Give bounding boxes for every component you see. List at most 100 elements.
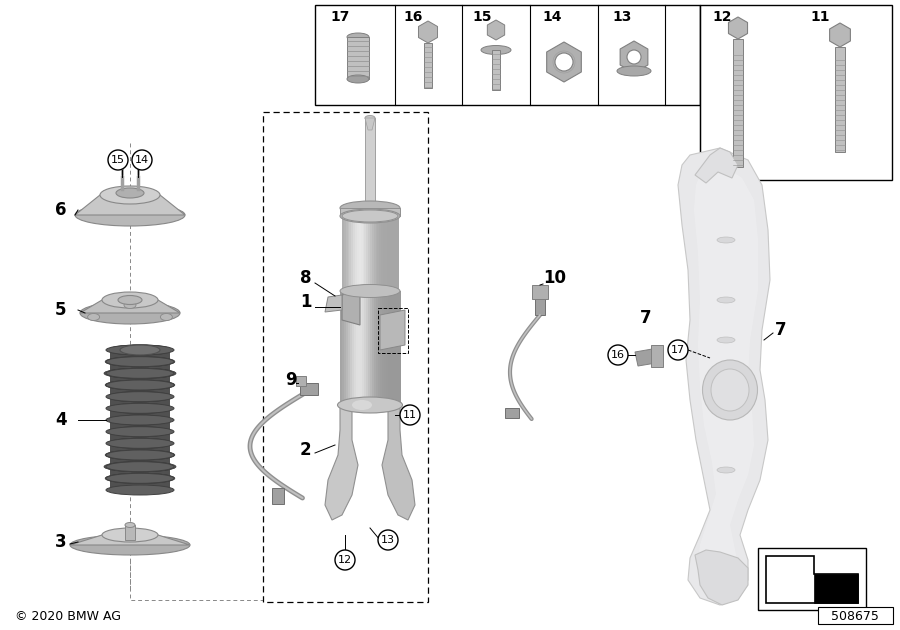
Polygon shape bbox=[418, 21, 437, 43]
Bar bbox=[372, 216, 374, 291]
Bar bbox=[296, 376, 306, 386]
Ellipse shape bbox=[340, 201, 400, 215]
Circle shape bbox=[378, 530, 398, 550]
Bar bbox=[384, 291, 386, 406]
Bar bbox=[382, 216, 383, 291]
Ellipse shape bbox=[347, 33, 369, 41]
Text: 5: 5 bbox=[55, 301, 67, 319]
Polygon shape bbox=[325, 405, 358, 520]
Text: © 2020 BMW AG: © 2020 BMW AG bbox=[15, 610, 121, 624]
Text: 15: 15 bbox=[472, 10, 491, 24]
Ellipse shape bbox=[340, 399, 400, 413]
Text: 12: 12 bbox=[712, 10, 732, 24]
Polygon shape bbox=[814, 574, 858, 603]
Ellipse shape bbox=[342, 210, 398, 222]
Text: 9: 9 bbox=[285, 371, 297, 389]
Ellipse shape bbox=[108, 391, 172, 402]
Polygon shape bbox=[695, 148, 738, 183]
Bar bbox=[372, 291, 374, 406]
Bar bbox=[363, 216, 365, 291]
Bar bbox=[382, 291, 384, 406]
Circle shape bbox=[335, 550, 355, 570]
Bar bbox=[351, 216, 354, 291]
Bar bbox=[356, 216, 357, 291]
Polygon shape bbox=[678, 148, 770, 605]
Ellipse shape bbox=[338, 397, 402, 413]
Bar bbox=[347, 216, 350, 291]
Text: 16: 16 bbox=[611, 350, 625, 360]
Bar bbox=[365, 118, 375, 208]
Bar bbox=[358, 291, 361, 406]
Polygon shape bbox=[382, 405, 415, 520]
Bar bbox=[366, 216, 369, 291]
Text: 17: 17 bbox=[330, 10, 350, 24]
Ellipse shape bbox=[80, 302, 180, 324]
Bar bbox=[342, 291, 345, 406]
Ellipse shape bbox=[105, 450, 175, 461]
Circle shape bbox=[108, 150, 128, 170]
Ellipse shape bbox=[106, 380, 174, 390]
Bar bbox=[364, 216, 367, 291]
Text: 11: 11 bbox=[810, 10, 830, 24]
Text: 14: 14 bbox=[542, 10, 562, 24]
Ellipse shape bbox=[106, 369, 174, 379]
Polygon shape bbox=[728, 17, 748, 39]
Bar bbox=[353, 216, 356, 291]
Text: 16: 16 bbox=[403, 10, 423, 24]
Circle shape bbox=[627, 50, 641, 64]
Circle shape bbox=[555, 53, 573, 71]
Ellipse shape bbox=[711, 369, 749, 411]
Ellipse shape bbox=[105, 357, 175, 367]
Polygon shape bbox=[620, 41, 648, 73]
Ellipse shape bbox=[100, 186, 160, 204]
Circle shape bbox=[135, 162, 141, 168]
Text: 17: 17 bbox=[670, 345, 685, 355]
Bar bbox=[386, 291, 389, 406]
Ellipse shape bbox=[347, 75, 369, 83]
Text: 4: 4 bbox=[55, 411, 67, 429]
Ellipse shape bbox=[70, 535, 190, 555]
Ellipse shape bbox=[106, 415, 174, 425]
Text: 508675: 508675 bbox=[831, 609, 879, 622]
Bar bbox=[392, 291, 394, 406]
Bar bbox=[492, 50, 500, 90]
Text: 3: 3 bbox=[55, 533, 67, 551]
Ellipse shape bbox=[104, 368, 176, 379]
Ellipse shape bbox=[120, 345, 160, 355]
Polygon shape bbox=[635, 348, 662, 366]
Bar bbox=[366, 291, 368, 406]
Bar bbox=[361, 216, 363, 291]
Ellipse shape bbox=[106, 450, 174, 460]
Ellipse shape bbox=[106, 438, 174, 449]
Bar bbox=[818, 607, 893, 624]
Bar bbox=[370, 291, 373, 406]
Bar bbox=[758, 548, 866, 610]
Bar bbox=[368, 291, 371, 406]
Bar bbox=[110, 350, 170, 490]
Bar bbox=[356, 291, 358, 406]
Bar bbox=[376, 291, 379, 406]
Bar bbox=[348, 291, 350, 406]
Text: 6: 6 bbox=[55, 201, 67, 219]
Text: 2: 2 bbox=[300, 441, 311, 459]
Ellipse shape bbox=[102, 292, 158, 308]
Ellipse shape bbox=[352, 400, 372, 410]
Ellipse shape bbox=[342, 285, 398, 297]
Ellipse shape bbox=[111, 427, 169, 437]
Text: 10: 10 bbox=[543, 269, 566, 287]
Polygon shape bbox=[694, 165, 758, 582]
Bar bbox=[347, 37, 369, 79]
Bar bbox=[392, 216, 395, 291]
Bar bbox=[272, 488, 284, 504]
Text: 8: 8 bbox=[300, 269, 311, 287]
Text: 7: 7 bbox=[775, 321, 787, 339]
Ellipse shape bbox=[160, 314, 173, 321]
Bar bbox=[368, 216, 371, 291]
Ellipse shape bbox=[108, 345, 172, 355]
Bar bbox=[394, 291, 397, 406]
Ellipse shape bbox=[106, 345, 174, 355]
Bar bbox=[370, 216, 373, 291]
Ellipse shape bbox=[102, 528, 158, 542]
Bar bbox=[383, 216, 385, 291]
Bar bbox=[390, 291, 392, 406]
